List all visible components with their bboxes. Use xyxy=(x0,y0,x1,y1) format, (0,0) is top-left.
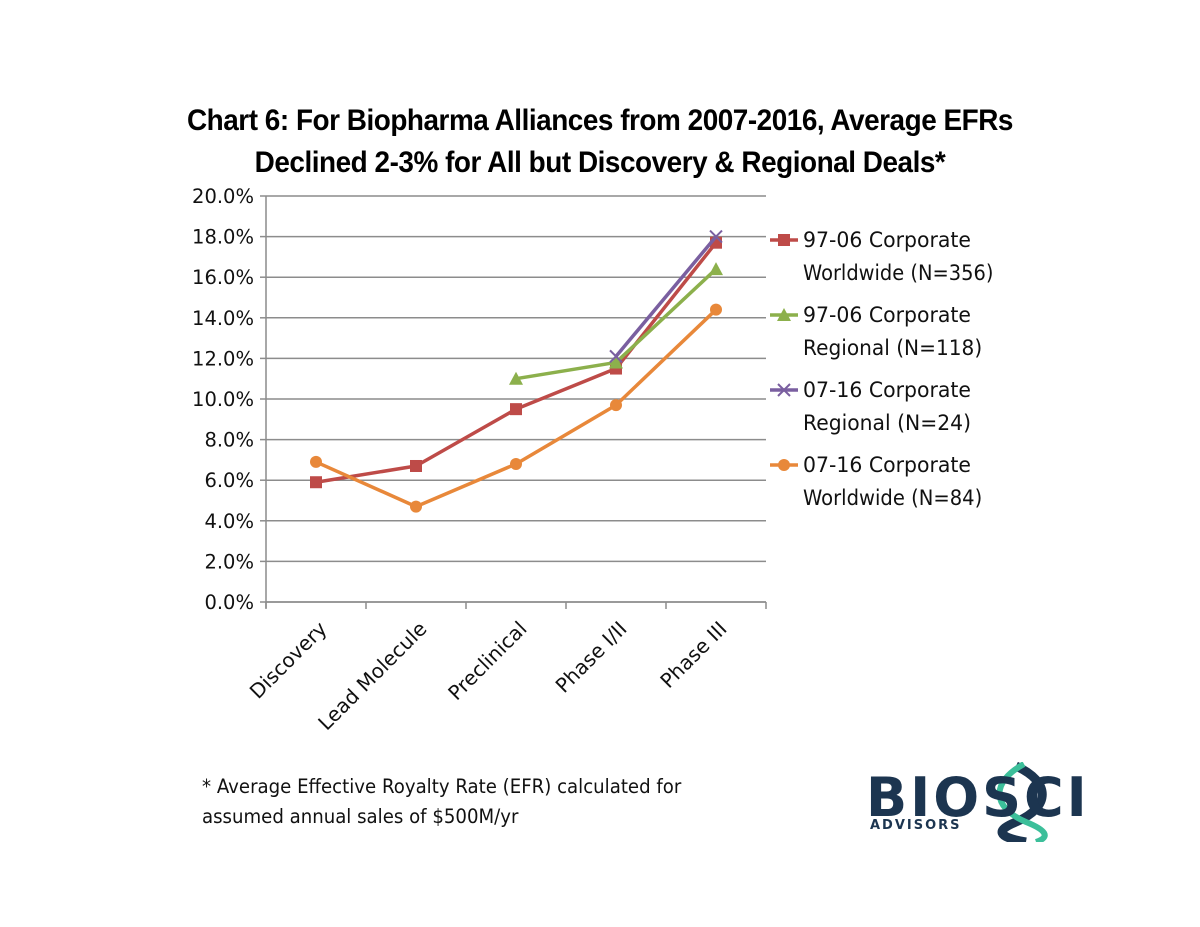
chart-title-line-2: Declined 2-3% for All but Discovery & Re… xyxy=(254,146,946,179)
x-tick-label: Lead Molecule xyxy=(313,617,431,735)
legend-label: Regional (N=118) xyxy=(803,336,982,360)
y-tick-label: 18.0% xyxy=(192,226,254,249)
y-tick-label: 4.0% xyxy=(204,510,254,533)
data-point xyxy=(610,399,622,412)
y-tick-label: 2.0% xyxy=(204,550,254,573)
data-point xyxy=(709,262,723,276)
biosci-logo: BIOSCI ADVISORS xyxy=(866,762,1116,842)
y-tick-label: 14.0% xyxy=(192,307,254,330)
x-tick-label: Preclinical xyxy=(443,617,531,705)
data-point xyxy=(609,355,623,369)
data-point xyxy=(510,403,522,416)
data-point xyxy=(410,500,422,513)
x-tick-label: Discovery xyxy=(245,616,332,703)
x-tick-label: Phase III xyxy=(655,617,731,693)
legend-label: Regional (N=24) xyxy=(803,411,971,435)
legend-marker xyxy=(778,459,790,471)
legend-label: Worldwide (N=356) xyxy=(803,261,993,285)
data-point xyxy=(609,349,623,364)
data-point xyxy=(710,303,722,316)
y-tick-label: 12.0% xyxy=(192,347,254,370)
legend-marker xyxy=(777,383,791,397)
y-tick-label: 6.0% xyxy=(204,469,254,492)
y-tick-label: 0.0% xyxy=(204,591,254,614)
legend-label: Worldwide (N=84) xyxy=(803,486,982,510)
y-tick-label: 8.0% xyxy=(204,429,254,452)
legend-marker xyxy=(778,234,790,246)
dna-helix-icon xyxy=(996,762,1048,842)
logo-text: BIOSCI xyxy=(866,766,1090,829)
x-tick-label: Phase I/II xyxy=(551,617,632,698)
y-tick-label: 10.0% xyxy=(192,388,254,411)
legend-label: 97-06 Corporate xyxy=(803,228,971,252)
y-tick-label: 16.0% xyxy=(192,266,254,289)
data-point xyxy=(410,459,422,472)
footnote-line-1: * Average Effective Royalty Rate (EFR) c… xyxy=(202,775,682,798)
footnote-line-2: assumed annual sales of $500M/yr xyxy=(202,805,519,828)
data-point xyxy=(310,476,322,489)
series-line-1 xyxy=(315,241,718,484)
logo-subtext: ADVISORS xyxy=(870,818,962,833)
series-line-3 xyxy=(614,235,718,358)
legend-label: 97-06 Corporate xyxy=(803,303,971,327)
y-tick-label: 20.0% xyxy=(192,185,254,208)
chart-title: Chart 6: For Biopharma Alliances from 20… xyxy=(42,100,1158,184)
footnote: * Average Effective Royalty Rate (EFR) c… xyxy=(202,772,681,832)
chart-title-line-1: Chart 6: For Biopharma Alliances from 20… xyxy=(186,104,1013,137)
legend-label: 07-16 Corporate xyxy=(803,453,971,477)
data-point xyxy=(509,371,523,385)
legend-label: 07-16 Corporate xyxy=(803,378,971,402)
legend-marker xyxy=(777,308,791,321)
data-point xyxy=(510,457,522,470)
data-point xyxy=(310,455,322,468)
data-point xyxy=(709,229,723,244)
